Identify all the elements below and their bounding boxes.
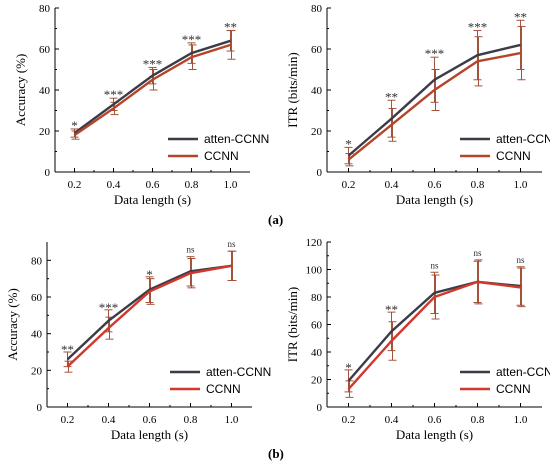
x-axis-label: Data length (s): [111, 427, 188, 442]
significance-marker: ***: [468, 20, 488, 35]
x-tick-label: 1.0: [514, 179, 528, 191]
legend-label: atten-CCNN: [204, 132, 269, 146]
y-tick-label: 40: [311, 347, 323, 359]
x-tick-label: 0.4: [102, 414, 116, 426]
y-tick-label: 40: [311, 85, 323, 97]
y-tick-label: 120: [306, 237, 323, 249]
y-tick-label: 20: [31, 365, 43, 377]
y-tick-label: 80: [31, 255, 43, 267]
legend-label: atten-CCNN: [496, 132, 550, 146]
x-tick-label: 0.6: [146, 179, 160, 191]
legend-label: atten-CCNN: [496, 365, 550, 379]
significance-marker: ***: [104, 87, 124, 102]
x-tick-label: 0.6: [428, 179, 442, 191]
significance-marker: ns: [227, 239, 236, 249]
significance-marker: **: [514, 9, 527, 24]
significance-marker: ***: [425, 46, 445, 61]
significance-marker: ns: [516, 255, 525, 265]
y-axis-label: Accuracy (%): [5, 288, 20, 361]
significance-marker: *: [146, 267, 153, 282]
significance-marker: ns: [186, 245, 195, 255]
significance-marker: ns: [430, 260, 439, 270]
chart-a-itr: 0 20 40 60 80 0.2 0.4 0.6 0.8 1.0 Data length (s) I…: [285, 3, 550, 207]
significance-marker: *: [345, 136, 352, 151]
legend-label: CCNN: [206, 382, 241, 396]
chart-b-acc: 0 20 40 60 80 0.2 0.4 0.6 0.8 1.0 Data length (s) A…: [5, 239, 271, 442]
y-tick-label: 60: [31, 292, 43, 304]
series-line-ccnn: [347, 51, 521, 161]
y-tick-label: 80: [311, 292, 323, 304]
series-line-ccnn: [347, 280, 521, 390]
x-axis-label: Data length (s): [396, 192, 473, 207]
series-line-ccnn: [73, 43, 231, 137]
y-tick-label: 60: [311, 44, 323, 56]
y-tick-label: 0: [45, 167, 51, 179]
significance-marker: **: [385, 89, 398, 104]
y-tick-label: 20: [311, 126, 323, 138]
series-line-atten-ccnn: [73, 39, 231, 135]
x-tick-label: 1.0: [514, 414, 528, 426]
series-line-atten-ccnn: [347, 43, 521, 157]
x-tick-label: 0.8: [184, 414, 198, 426]
significance-marker: ***: [143, 56, 163, 71]
x-tick-label: 0.2: [68, 179, 82, 191]
chart-a-acc: 0 20 40 60 80 0.2 0.4 0.6 0.8 1.0 Data length (s) A…: [13, 3, 269, 207]
x-tick-label: 0.6: [428, 414, 442, 426]
y-tick-label: 100: [306, 265, 323, 277]
x-tick-label: 0.2: [342, 414, 356, 426]
y-tick-label: 80: [39, 3, 51, 15]
caption-b: (b): [268, 446, 284, 461]
x-tick-label: 0.8: [471, 414, 485, 426]
series-line-ccnn: [66, 264, 232, 368]
x-tick-label: 1.0: [224, 179, 238, 191]
legend-label: CCNN: [204, 149, 239, 163]
x-tick-label: 0.4: [385, 414, 399, 426]
significance-marker: **: [385, 302, 398, 317]
x-tick-label: 0.2: [61, 414, 75, 426]
y-tick-label: 20: [311, 375, 323, 387]
y-tick-label: 40: [31, 329, 43, 341]
y-tick-label: 60: [39, 44, 51, 56]
y-axis-label: ITR (bits/min): [285, 52, 300, 127]
significance-marker: ns: [473, 248, 482, 258]
legend-label: CCNN: [496, 149, 531, 163]
x-tick-label: 0.8: [471, 179, 485, 191]
x-tick-label: 0.4: [107, 179, 121, 191]
significance-marker: *: [71, 118, 78, 133]
x-tick-label: 0.4: [385, 179, 399, 191]
y-tick-label: 20: [39, 126, 51, 138]
legend-label: CCNN: [496, 382, 531, 396]
chart-b-itr: 0 20 40 60 80 100 120 0.2 0.4 0.6 0.8 1.0 Data lengt…: [285, 237, 550, 442]
y-axis-label: Accuracy (%): [13, 54, 28, 127]
y-tick-label: 0: [37, 402, 43, 414]
x-tick-label: 0.2: [342, 179, 356, 191]
y-tick-label: 0: [317, 402, 323, 414]
caption-a: (a): [268, 212, 284, 227]
legend-label: atten-CCNN: [206, 365, 271, 379]
significance-marker: **: [224, 20, 237, 35]
y-axis-label: ITR (bits/min): [285, 287, 300, 362]
series-line-atten-ccnn: [66, 264, 232, 361]
significance-marker: **: [61, 342, 74, 357]
y-tick-label: 60: [311, 320, 323, 332]
x-axis-label: Data length (s): [114, 192, 191, 207]
y-tick-label: 0: [317, 167, 323, 179]
x-tick-label: 0.6: [143, 414, 157, 426]
significance-marker: *: [345, 360, 352, 375]
x-tick-label: 1.0: [225, 414, 239, 426]
x-axis-label: Data length (s): [396, 427, 473, 442]
significance-marker: ***: [182, 32, 202, 47]
y-tick-label: 40: [39, 85, 51, 97]
x-tick-label: 0.8: [185, 179, 199, 191]
y-tick-label: 80: [311, 3, 323, 15]
significance-marker: ***: [99, 300, 119, 315]
